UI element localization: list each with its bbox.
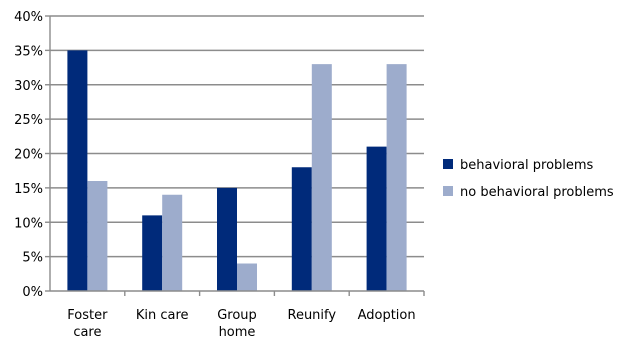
y-tick-label: 20% [14,148,43,163]
bar-no-behavioral [311,64,332,291]
y-axis-tick-labels: 0% 5% 10% 15% 20% 25% 30% 35% 40% [14,10,43,300]
x-category-label: Adoption [358,308,416,323]
y-tick-label: 30% [14,79,43,94]
y-tick-label: 15% [14,182,43,197]
bar-no-behavioral [237,263,257,291]
legend-swatch [443,186,453,196]
axes [45,15,425,296]
legend-label: behavioral problems [460,158,594,173]
y-tick-label: 35% [14,44,43,59]
y-tick-label: 40% [14,10,43,25]
x-category-label: Group home [217,308,257,340]
bar-no-behavioral [386,64,407,291]
bar-behavioral [217,187,237,291]
legend-swatch [443,159,453,169]
legend: behavioral problems no behavioral problem… [443,158,614,200]
x-category-label: Kin care [136,308,189,323]
bar-behavioral [67,50,88,291]
x-category-label: Foster care [67,308,108,340]
x-axis-category-labels: Foster care Kin care Group home Reunify Adopti… [67,308,415,340]
bar-behavioral [366,146,387,291]
bar-behavioral [142,215,163,291]
bar-no-behavioral [87,181,108,291]
y-tick-label: 0% [22,285,43,300]
y-tick-label: 25% [14,113,43,128]
bar-behavioral [291,167,312,291]
legend-label: no behavioral problems [460,185,614,200]
bar-no-behavioral [162,194,183,291]
y-tick-label: 5% [22,251,43,266]
x-category-label: Reunify [288,308,337,323]
y-tick-label: 10% [14,216,43,231]
bars [67,50,407,291]
